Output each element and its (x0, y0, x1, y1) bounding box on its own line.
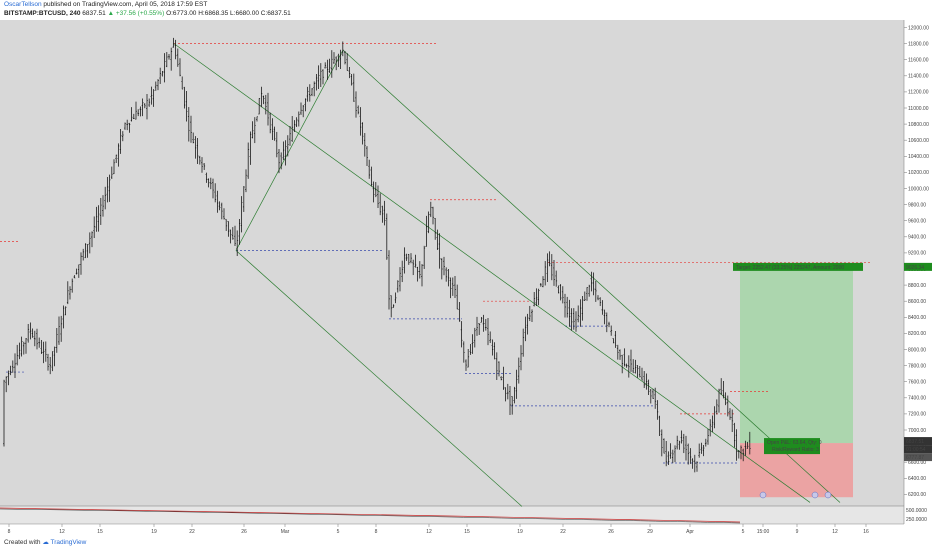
y-tick-label: 11400.00 (908, 74, 929, 80)
value-tags: 9026.34 6837.51 01:00:54 6777.87 Target: 225… (733, 262, 932, 523)
tradingview-brand[interactable]: TradingView (50, 539, 87, 546)
symbol-name[interactable]: BITSTAMP:BTCUSD, 240 (4, 10, 81, 17)
ratio-label: Risk/Reward Ratio: 3 (772, 447, 819, 453)
volume-pane (0, 506, 904, 524)
x-tick-label: 19 (151, 529, 157, 535)
y-tick-label: 8200.00 (908, 331, 926, 337)
y-tick-label: 6400.00 (908, 476, 926, 482)
volume-line-red (0, 507, 741, 523)
volume-tick-label: 500.0000 (906, 508, 927, 514)
x-tick-label: 29 (647, 529, 653, 535)
event-icon (824, 491, 832, 499)
event-markers (759, 491, 832, 499)
x-tick-label: 26 (241, 529, 247, 535)
y-tick-label: 9200.00 (908, 251, 926, 257)
x-tick-label: 22 (189, 529, 195, 535)
publish-info: published on TradingView.com, April 05, … (43, 1, 208, 8)
x-tick-label: 9 (796, 529, 799, 535)
x-tick-label: 15 (464, 529, 470, 535)
price-change: ▲ +37.56 (+0.55%) (107, 10, 165, 17)
target-price-tag-bg (904, 262, 932, 271)
x-tick-label: 5 (337, 529, 340, 535)
y-tick-label: 12000.00 (908, 25, 929, 31)
stop-price-tag: 6777.87 (906, 455, 924, 461)
y-tick-label: 8000.00 (908, 347, 926, 353)
y-tick-label: 6200.00 (908, 492, 926, 498)
target-label-bg (733, 262, 863, 271)
ohlc-values: O:6773.00 H:6868.35 L:6680.00 C:6837.51 (166, 10, 291, 17)
x-tick-label: Apr (686, 529, 694, 535)
countdown-tag: 01:00:54 (906, 447, 926, 453)
y-tick-label: 7000.00 (908, 428, 926, 434)
y-tick-label: 11800.00 (908, 41, 929, 47)
channel-line (235, 49, 344, 251)
y-tick-label: 11000.00 (908, 106, 929, 112)
x-tick-label: 15:00 (757, 529, 770, 535)
volume-tick-label: 250.0000 (906, 517, 927, 523)
y-tick-label: 9400.00 (908, 235, 926, 241)
y-tick-label: 10200.00 (908, 170, 929, 176)
x-tick-label: 12 (426, 529, 432, 535)
y-tick-label: 10600.00 (908, 138, 929, 144)
x-tick-label: 12 (832, 529, 838, 535)
symbol-line: BITSTAMP:BTCUSD, 240 6837.51 ▲ +37.56 (+… (4, 10, 291, 17)
y-tick-label: 6600.00 (908, 460, 926, 466)
x-tick-label: 8 (8, 529, 11, 535)
y-tick-label: 11600.00 (908, 58, 929, 64)
pnl-label-bg (764, 438, 820, 455)
last-price: 6837.51 (82, 10, 106, 17)
x-tick-label: Mar (281, 529, 290, 535)
y-tick-label: 7600.00 (908, 380, 926, 386)
event-icon (811, 491, 819, 499)
event-icon (759, 491, 767, 499)
author-link[interactable]: OscarTellson (4, 1, 42, 8)
last-price-tag: 6837.51 (906, 439, 924, 445)
y-tick-label: 8400.00 (908, 315, 926, 321)
last-price-tag-bg (904, 437, 932, 446)
publish-line: OscarTellson published on TradingView.co… (4, 1, 207, 8)
x-tick-label: 16 (863, 529, 869, 535)
x-tick-label: 15 (97, 529, 103, 535)
channel-line (235, 250, 523, 507)
x-tick-label: 19 (517, 529, 523, 535)
y-tick-label: 10400.00 (908, 154, 929, 160)
y-tick-label: 7400.00 (908, 396, 926, 402)
y-tick-label: 9800.00 (908, 202, 926, 208)
candles (3, 37, 751, 473)
pnl-label: Open P&L: 63.64, Qty: 0 (767, 440, 822, 446)
created-with-text: Created with (4, 539, 41, 546)
y-tick-label: 7800.00 (908, 363, 926, 369)
y-tick-label: 10800.00 (908, 122, 929, 128)
y-tick-label: 8600.00 (908, 299, 926, 305)
stop-price-tag-bg (904, 453, 932, 462)
channel-line (173, 43, 811, 503)
x-tick-label: 12 (59, 529, 65, 535)
footer: Created with ☁ TradingView (4, 538, 86, 546)
y-tick-label: 10000.00 (908, 186, 929, 192)
countdown-tag-bg (904, 445, 932, 454)
y-tick-label: 11200.00 (908, 90, 929, 96)
target-label: Target: 2252.47 (33.25%) 225247, Amount:… (736, 265, 844, 271)
x-tick-label: 26 (608, 529, 614, 535)
horizontal-levels (0, 43, 872, 464)
x-tick-label: 5 (742, 529, 745, 535)
target-zone (740, 266, 853, 444)
y-tick-label: 8800.00 (908, 283, 926, 289)
y-tick-label: 9600.00 (908, 219, 926, 225)
x-tick-label: 22 (560, 529, 566, 535)
y-tick-label: 7200.00 (908, 412, 926, 418)
tradingview-logo-icon: ☁ (42, 539, 49, 546)
position-zones (740, 266, 853, 498)
x-tick-label: 8 (375, 529, 378, 535)
time-axis: 8 12 15 19 22 26 Mar 5 8 12 15 19 22 26 29 Apr 5 15:00 9 12… (8, 524, 869, 535)
target-price-tag: 9026.34 (906, 265, 924, 271)
